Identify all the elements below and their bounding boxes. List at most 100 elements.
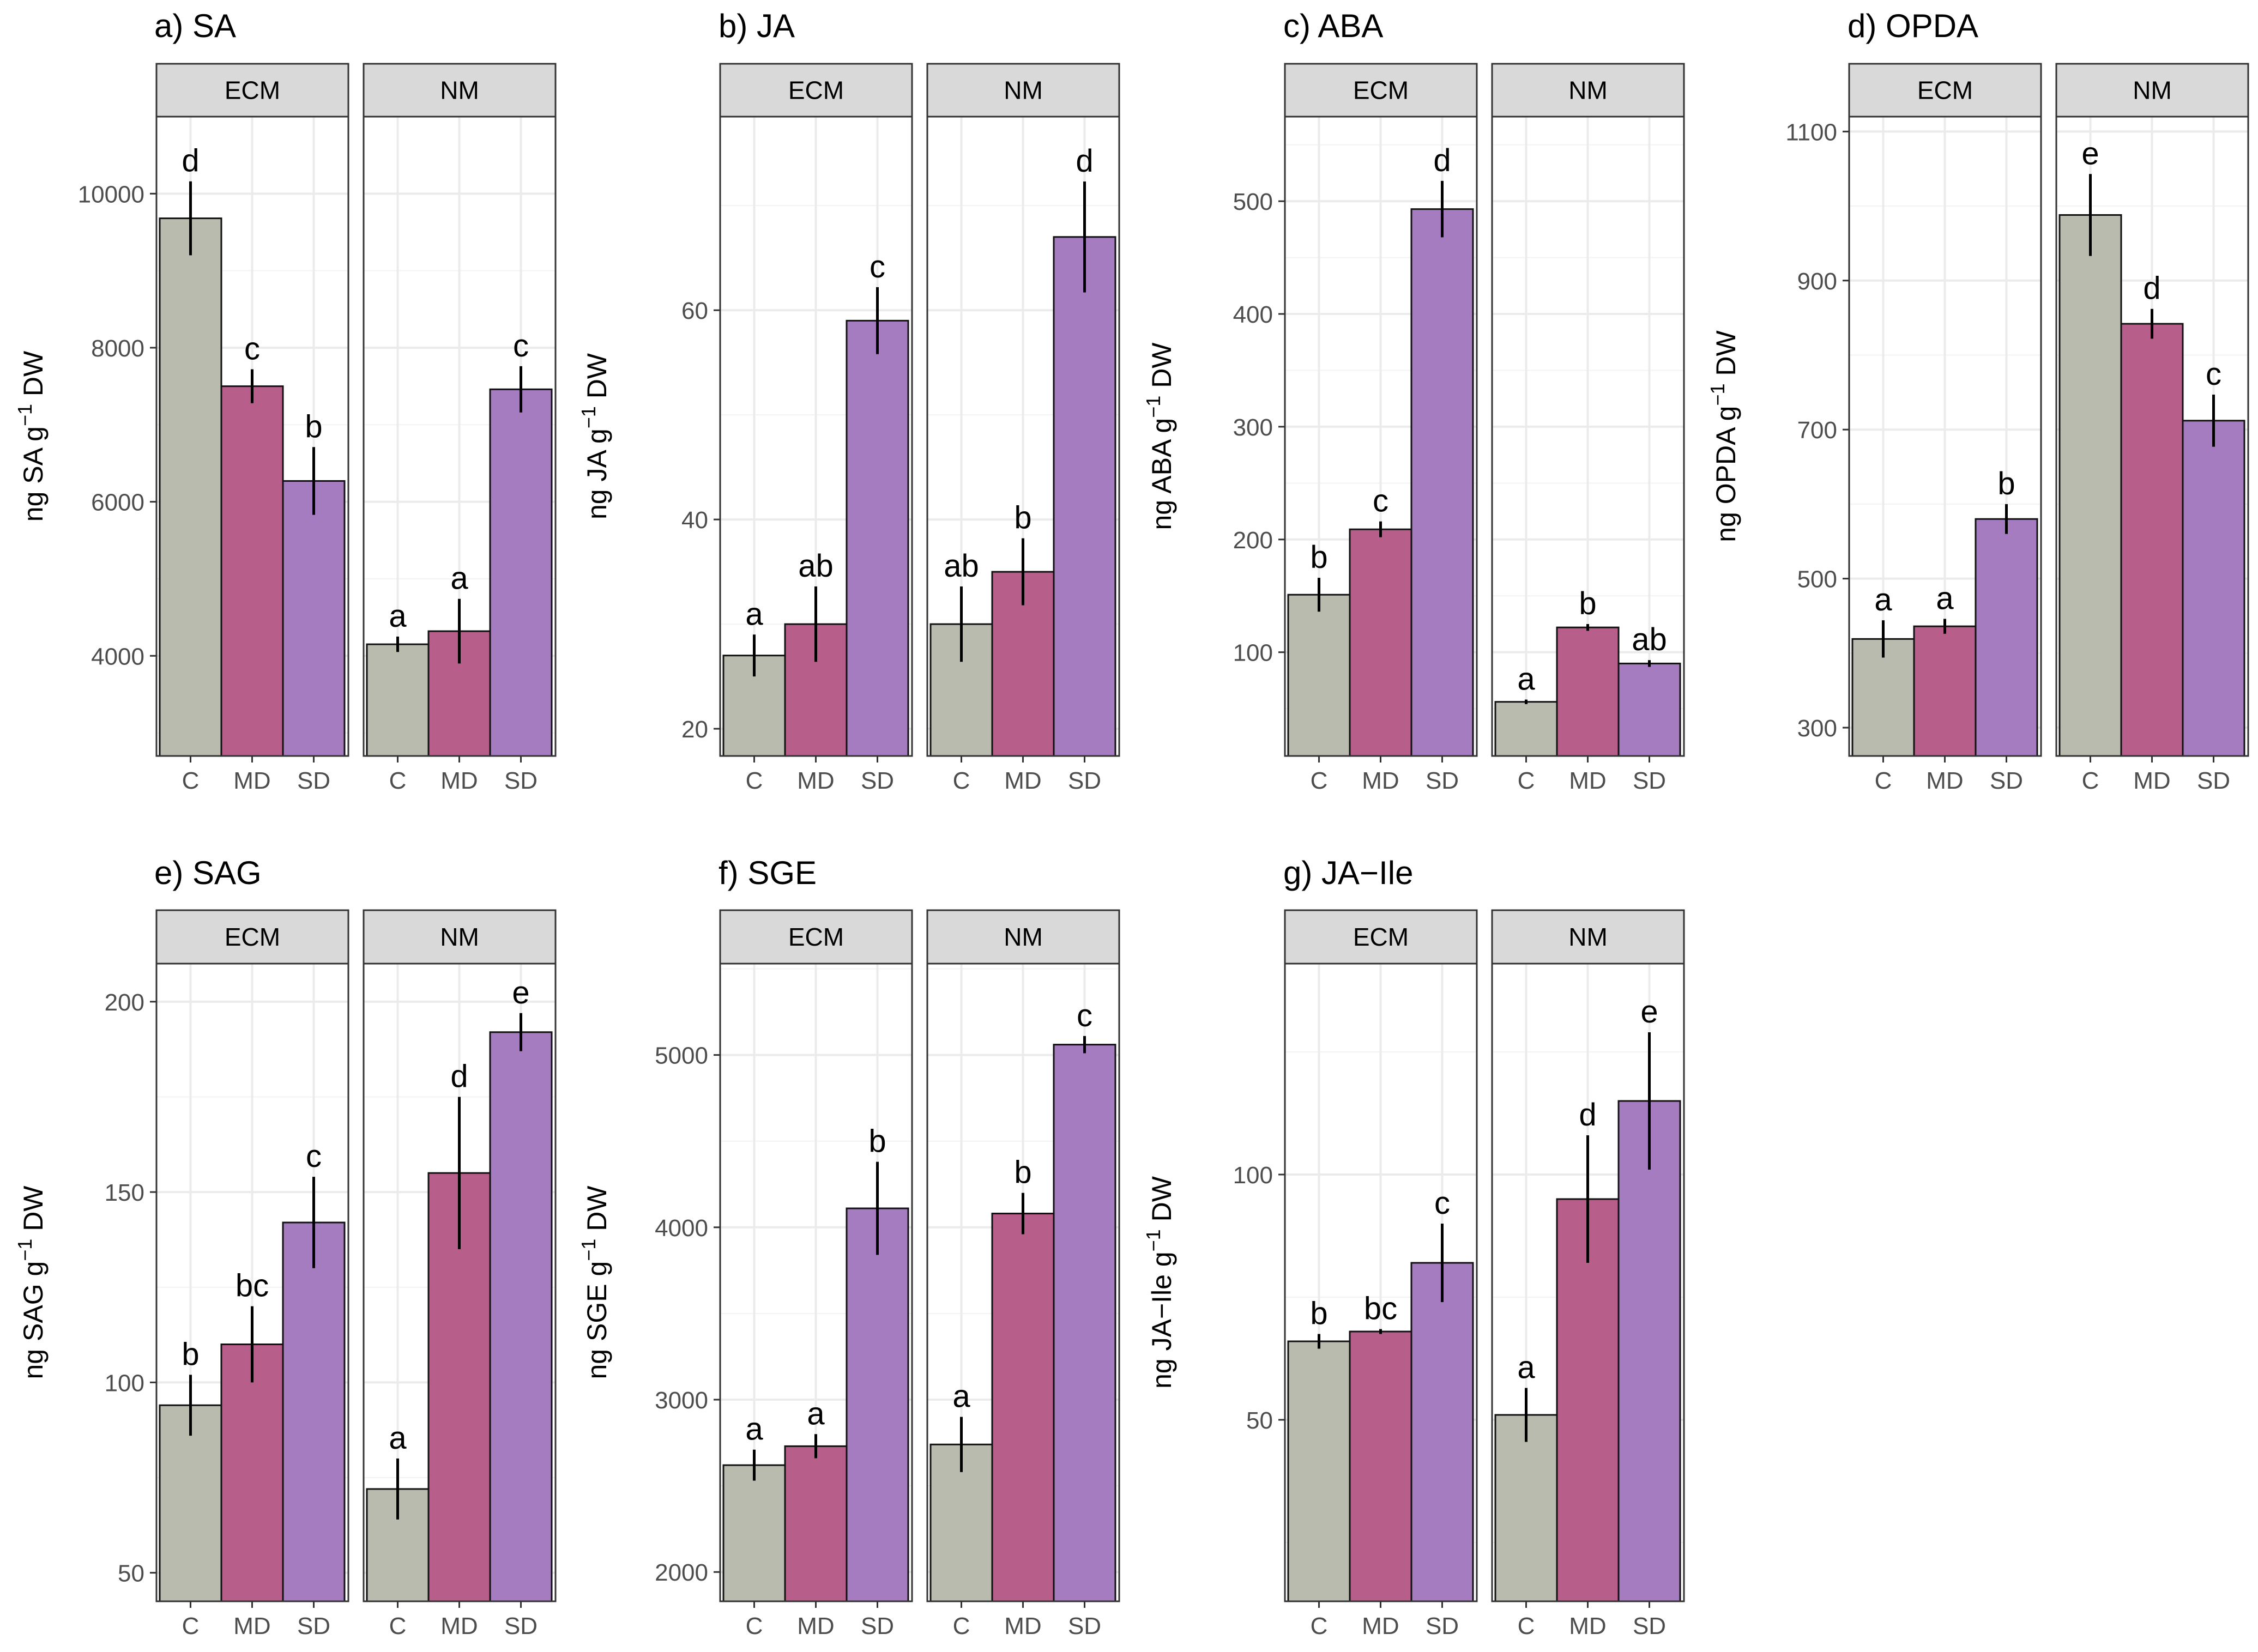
chart-sag-ecm-letter-c: b xyxy=(182,1336,199,1372)
chart-ja-ile-ecm-letter-md: bc xyxy=(1364,1291,1397,1327)
chart-ja-ile-ylabel: ng JA−Ile g−1 DW xyxy=(1142,1176,1177,1389)
chart-ja-ile-ecm-xtick-label: C xyxy=(1311,1613,1328,1639)
chart-sag-nm-letter-c: a xyxy=(389,1420,407,1456)
chart-opda-ecm-letter-sd: b xyxy=(1997,466,2015,501)
chart-sa-nm-panel: NM a Ca MD c SD xyxy=(363,63,557,794)
chart-sa-ytick-label: 8000 xyxy=(91,335,144,362)
chart-sa-ecm-strip-label: ECM xyxy=(225,76,280,105)
chart-opda-nm-bar-c xyxy=(2058,214,2122,757)
chart-sge-nm-strip-label: NM xyxy=(1004,923,1043,951)
chart-aba-ecm-strip-label: ECM xyxy=(1353,76,1409,105)
chart-sa-nm-bar-sd xyxy=(489,388,553,757)
chart-aba-ecm-letter-sd: d xyxy=(1433,143,1451,178)
chart-opda-nm-bar-sd xyxy=(2182,420,2245,757)
chart-sa-ecm-xtick-label: MD xyxy=(233,767,270,794)
chart-opda: d) OPDA ng OPDA g−1 DW 300 500 700 900 1100 ECM… xyxy=(1706,8,2249,794)
chart-aba-nm-bar-c xyxy=(1494,701,1558,757)
chart-sa-nm-strip-label: NM xyxy=(440,76,479,105)
chart-sge-ecm-strip-label: ECM xyxy=(788,923,844,951)
chart-ja-ytick-label: 40 xyxy=(681,507,708,534)
chart-ja-ile-nm-bar-sd xyxy=(1617,1100,1681,1602)
chart-sge-ecm-xtick-label: MD xyxy=(797,1613,834,1639)
chart-ja-ecm-xtick-label: MD xyxy=(797,767,834,794)
chart-ja-nm-strip xyxy=(926,63,1120,118)
chart-sag-ytick-label: 200 xyxy=(105,989,144,1016)
chart-sge-ytick-label: 4000 xyxy=(655,1215,708,1242)
chart-ja-title: b) JA xyxy=(719,8,795,44)
chart-opda-nm-strip-label: NM xyxy=(2133,76,2172,105)
chart-sag-ecm-letter-sd: c xyxy=(306,1139,322,1174)
chart-sag-ecm-strip xyxy=(155,909,349,965)
chart-ja-nm-letter-sd: d xyxy=(1076,143,1093,179)
chart-aba-ytick-label: 100 xyxy=(1233,640,1273,667)
chart-aba-ecm-bar-md xyxy=(1349,528,1412,757)
chart-opda-ecm-bar-md xyxy=(1913,625,1977,757)
chart-sa-nm-strip xyxy=(363,63,557,118)
chart-sag-ecm-strip-label: ECM xyxy=(225,923,280,951)
chart-sag-ecm-bar-c xyxy=(159,1404,222,1602)
chart-sge-ecm-xtick-label: C xyxy=(746,1613,763,1639)
chart-ja-ile-ecm-bar-md xyxy=(1349,1330,1412,1602)
chart-ja-ile-ecm-xtick-label: MD xyxy=(1362,1613,1399,1639)
chart-opda-ytick-label: 700 xyxy=(1797,417,1837,444)
chart-opda-nm-letter-c: e xyxy=(2081,136,2099,171)
chart-ja-nm-letter-md: b xyxy=(1014,500,1031,536)
chart-aba-ecm-xtick-label: MD xyxy=(1362,767,1399,794)
chart-sag-ecm-xtick-label: MD xyxy=(233,1613,270,1639)
chart-sge-nm-xtick-label: MD xyxy=(1004,1613,1041,1639)
chart-opda-ecm-xtick-label: SD xyxy=(1990,767,2023,794)
chart-sa-nm-border xyxy=(363,116,557,757)
chart-opda-ecm-panel: ECM a Ca MD b SD xyxy=(1848,63,2042,794)
chart-sa-nm-bar-c xyxy=(366,643,430,757)
chart-ja-ile-ecm-letter-sd: c xyxy=(1434,1185,1450,1221)
chart-sa-ylabel: ng SA g−1 DW xyxy=(14,350,49,522)
chart-aba-ytick-label: 400 xyxy=(1233,301,1273,328)
chart-opda-ecm-strip-label: ECM xyxy=(1917,76,1973,105)
chart-ja-ile-ecm-bar-c xyxy=(1287,1340,1351,1602)
chart-sge-ecm-bar-sd xyxy=(846,1207,909,1602)
chart-aba-ecm-letter-c: b xyxy=(1310,540,1327,575)
chart-sge-ylabel: ng SGE g−1 DW xyxy=(577,1185,612,1379)
chart-aba-nm-letter-c: a xyxy=(1517,662,1535,697)
chart-opda-nm-letter-md: d xyxy=(2143,271,2160,306)
chart-aba-nm-strip-label: NM xyxy=(1568,76,1608,105)
chart-aba-ecm-bar-c xyxy=(1287,594,1351,757)
chart-aba-ytick-label: 500 xyxy=(1233,189,1273,215)
chart-sge-ecm-strip xyxy=(719,909,913,965)
chart-ja-ecm-letter-sd: c xyxy=(870,249,885,285)
chart-sge-ytick-label: 2000 xyxy=(655,1559,708,1586)
chart-sge-nm-bar-md xyxy=(991,1213,1055,1602)
chart-ja: b) JA ng JA g−1 DW 20 40 60 ECM a Cab MD c SD NM ab C… xyxy=(577,8,1120,794)
chart-sag-ytick-label: 100 xyxy=(105,1370,144,1396)
chart-aba-nm-border xyxy=(1491,116,1685,757)
chart-sag-ecm-bar-sd xyxy=(282,1221,346,1602)
chart-opda-ecm-border xyxy=(1848,116,2042,757)
chart-aba-nm-letter-md: b xyxy=(1579,586,1596,621)
chart-aba-ecm-panel: ECM b Cc MD d SD xyxy=(1284,63,1478,794)
chart-opda-nm-xtick-label: SD xyxy=(2197,767,2230,794)
chart-aba-nm-bar-sd xyxy=(1617,662,1681,757)
chart-sge: f) SGE ng SGE g−1 DW 2000 3000 4000 5000 ECM a C… xyxy=(577,855,1120,1639)
chart-sag-nm-letter-md: d xyxy=(450,1058,468,1094)
chart-ja-nm-xtick-label: MD xyxy=(1004,767,1041,794)
chart-sa-ecm-bar-c xyxy=(159,217,222,757)
chart-sge-ytick-label: 5000 xyxy=(655,1043,708,1069)
chart-ja-ytick-label: 60 xyxy=(681,298,708,324)
chart-sag-nm-xtick-label: SD xyxy=(504,1613,538,1639)
chart-sag-nm-xtick-label: MD xyxy=(440,1613,478,1639)
chart-sa-title: a) SA xyxy=(154,8,236,44)
chart-aba-ecm-xtick-label: C xyxy=(1311,767,1328,794)
chart-opda-nm-xtick-label: MD xyxy=(2133,767,2170,794)
chart-sa-ecm-xtick-label: SD xyxy=(297,767,330,794)
chart-ja-ile-ecm-letter-c: b xyxy=(1310,1296,1327,1332)
chart-sge-nm-letter-c: a xyxy=(952,1379,970,1414)
chart-ja-ecm-xtick-label: C xyxy=(746,767,763,794)
chart-sag-nm-bar-sd xyxy=(489,1031,553,1602)
chart-opda-ecm-bar-sd xyxy=(1975,518,2038,757)
chart-aba-nm-bar-md xyxy=(1556,626,1620,757)
chart-ja-ile-ecm-xtick-label: SD xyxy=(1426,1613,1459,1639)
chart-sag-ylabel: ng SAG g−1 DW xyxy=(14,1185,49,1379)
chart-sge-ecm-panel: ECM a Ca MD b SD xyxy=(719,909,913,1639)
chart-ja-nm-panel: NM ab Cb MD d SD xyxy=(926,63,1120,794)
chart-opda-ecm-xtick-label: C xyxy=(1875,767,1892,794)
